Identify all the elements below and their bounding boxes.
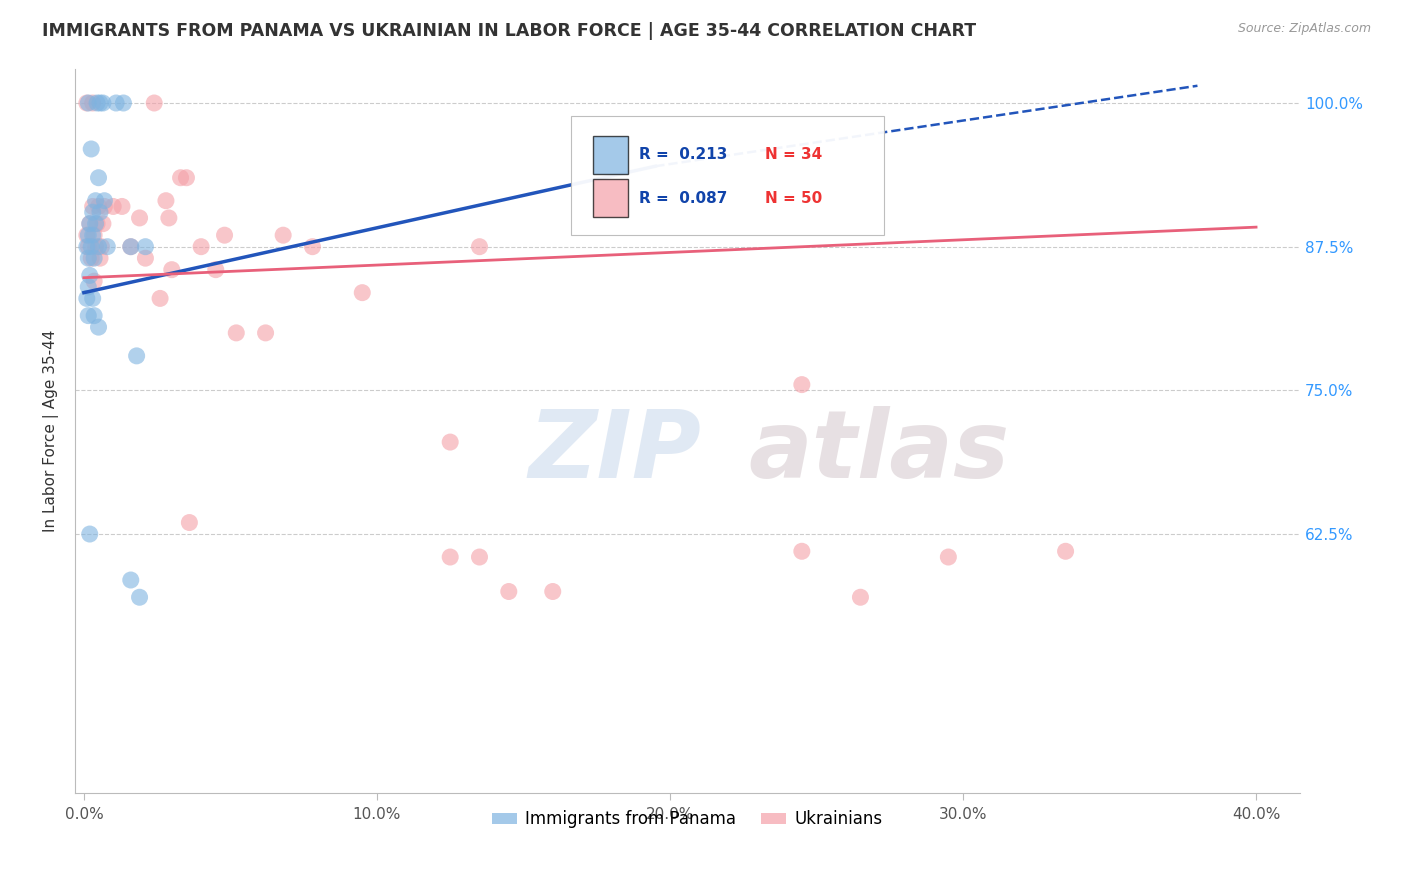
FancyBboxPatch shape (593, 136, 627, 174)
Point (169, 170, 191, 185)
Point (79, 527, 101, 541)
Point (204, 262, 226, 277)
Point (91, 217, 114, 231)
Point (128, 591, 150, 605)
Point (83, 274, 105, 288)
Point (301, 240, 323, 254)
Point (89, 205, 111, 219)
Point (77, 309, 100, 323)
Point (271, 228, 294, 243)
Point (190, 240, 212, 254)
Point (76, 95, 98, 110)
Point (89, 95, 111, 110)
Point (89, 251, 111, 265)
Text: N = 34: N = 34 (765, 147, 823, 162)
Point (77, 228, 100, 243)
Point (76, 228, 98, 243)
Point (225, 326, 247, 340)
Point (82, 199, 104, 213)
Point (84, 194, 107, 208)
Point (125, 349, 148, 363)
Point (91, 95, 114, 110)
Text: R =  0.213: R = 0.213 (638, 147, 727, 162)
Point (87, 240, 110, 254)
Point (90, 240, 112, 254)
Text: N = 50: N = 50 (765, 191, 823, 206)
Point (80, 251, 103, 265)
Point (938, 549, 960, 564)
Point (105, 95, 128, 110)
FancyBboxPatch shape (571, 116, 883, 235)
Point (86, 217, 108, 231)
Point (103, 199, 125, 213)
Text: R =  0.087: R = 0.087 (638, 191, 727, 206)
Point (82, 228, 104, 243)
Point (149, 292, 172, 306)
Point (87, 199, 110, 213)
Point (468, 549, 491, 564)
Point (93, 194, 115, 208)
Point (76, 240, 98, 254)
Point (82, 95, 104, 110)
FancyBboxPatch shape (593, 179, 627, 217)
Legend: Immigrants from Panama, Ukrainians: Immigrants from Panama, Ukrainians (485, 804, 890, 835)
Point (87, 320, 110, 334)
Point (80, 240, 103, 254)
Point (176, 170, 198, 185)
Text: atlas: atlas (749, 407, 1010, 499)
Point (112, 95, 135, 110)
Point (128, 211, 150, 225)
Point (157, 211, 180, 225)
Point (84, 217, 107, 231)
Point (439, 549, 461, 564)
Point (96, 240, 118, 254)
Text: IMMIGRANTS FROM PANAMA VS UKRAINIAN IN LABOR FORCE | AGE 35-44 CORRELATION CHART: IMMIGRANTS FROM PANAMA VS UKRAINIAN IN L… (42, 22, 976, 40)
Point (86, 95, 108, 110)
Point (111, 199, 134, 213)
Point (77, 95, 100, 110)
Point (84, 240, 107, 254)
Point (160, 262, 183, 277)
Point (134, 251, 156, 265)
Point (498, 584, 520, 599)
Point (79, 268, 101, 283)
Point (120, 240, 142, 254)
Point (76, 292, 98, 306)
Point (82, 205, 104, 219)
Point (468, 240, 491, 254)
Point (77, 251, 100, 265)
Point (790, 377, 813, 392)
Point (80, 142, 103, 156)
Point (77, 240, 100, 254)
Point (87, 170, 110, 185)
Text: ZIP: ZIP (529, 407, 702, 499)
Point (79, 217, 101, 231)
Point (83, 228, 105, 243)
Point (93, 199, 115, 213)
Y-axis label: In Labor Force | Age 35-44: In Labor Force | Age 35-44 (44, 329, 59, 532)
Point (352, 285, 374, 300)
Point (849, 591, 872, 605)
Point (120, 573, 142, 587)
Point (541, 584, 564, 599)
Point (77, 280, 100, 294)
Point (134, 240, 156, 254)
Point (214, 228, 236, 243)
Point (439, 435, 461, 450)
Point (790, 544, 813, 558)
Point (143, 95, 166, 110)
Text: Source: ZipAtlas.com: Source: ZipAtlas.com (1237, 22, 1371, 36)
Point (179, 516, 201, 530)
Point (83, 251, 105, 265)
Point (254, 326, 277, 340)
Point (79, 217, 101, 231)
Point (120, 240, 142, 254)
Point (83, 309, 105, 323)
Point (155, 194, 177, 208)
Point (1054, 544, 1077, 558)
Point (82, 292, 104, 306)
